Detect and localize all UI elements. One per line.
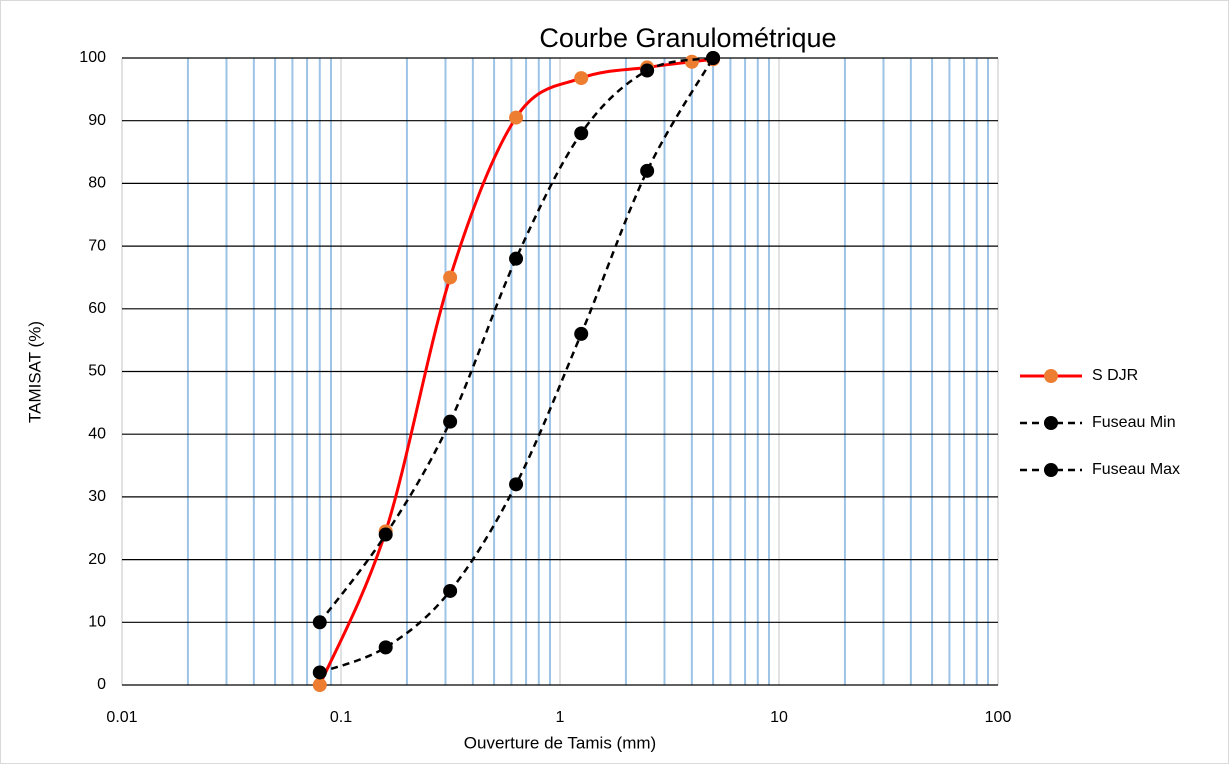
data-point	[509, 110, 524, 125]
y-tick-label: 60	[88, 300, 106, 317]
y-tick-label: 90	[88, 112, 106, 129]
data-point	[312, 665, 327, 680]
data-point	[443, 270, 458, 285]
data-point	[378, 527, 393, 542]
x-tick-label: 10	[770, 709, 788, 726]
data-point	[640, 63, 655, 78]
legend-marker	[1044, 463, 1058, 477]
legend-label: Fuseau Min	[1092, 414, 1176, 431]
legend-marker	[1044, 416, 1058, 430]
y-tick-label: 30	[88, 488, 106, 505]
chart-title: Courbe Granulométrique	[539, 23, 836, 53]
y-axis-label: TAMISAT (%)	[25, 321, 44, 423]
y-tick-label: 20	[88, 551, 106, 568]
data-point	[574, 126, 589, 141]
data-point	[509, 251, 524, 266]
data-point	[443, 414, 458, 429]
data-point	[640, 163, 655, 178]
data-point	[684, 54, 699, 69]
x-tick-label: 0.1	[330, 709, 352, 726]
y-tick-label: 40	[88, 425, 106, 442]
y-tick-label: 50	[88, 363, 106, 380]
data-point	[574, 326, 589, 341]
data-point	[509, 477, 524, 492]
data-point	[312, 678, 327, 692]
y-tick-label: 0	[97, 676, 106, 693]
x-tick-label: 0.01	[106, 709, 137, 726]
data-point	[312, 615, 327, 630]
data-point	[443, 583, 458, 598]
x-tick-label: 100	[985, 709, 1012, 726]
y-tick-label: 80	[88, 175, 106, 192]
x-axis-label: Ouverture de Tamis (mm)	[464, 733, 656, 752]
y-tick-label: 100	[79, 49, 106, 66]
data-point	[706, 51, 721, 65]
data-point	[378, 640, 393, 655]
legend-label: Fuseau Max	[1092, 461, 1180, 478]
x-tick-label: 1	[556, 709, 565, 726]
y-tick-label: 10	[88, 614, 106, 631]
y-tick-label: 70	[88, 237, 106, 254]
data-point	[574, 71, 589, 86]
legend-label: S DJR	[1092, 367, 1138, 384]
legend-marker	[1044, 369, 1058, 383]
series-line	[319, 57, 715, 674]
